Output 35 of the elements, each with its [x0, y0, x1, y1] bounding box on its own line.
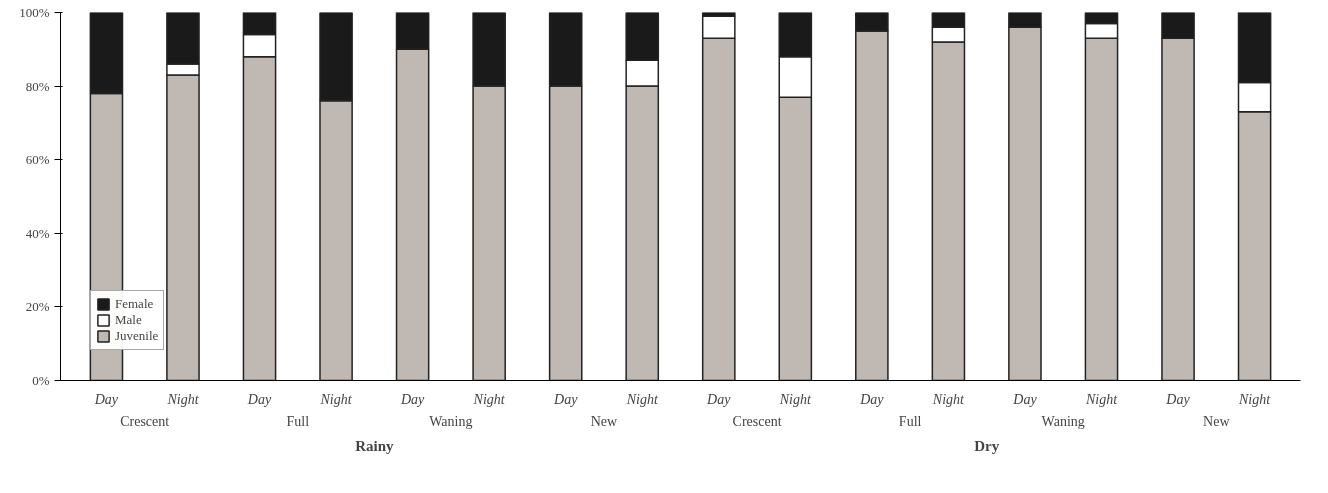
x-tick-label: Night — [319, 391, 353, 407]
legend-label: Juvenile — [115, 328, 159, 344]
x-tick-label: Night — [778, 391, 812, 407]
x-tick-label: Day — [1012, 391, 1038, 407]
y-tick-label: 40% — [25, 225, 50, 241]
text: Dry — [974, 438, 1000, 455]
x-tick-label: Night — [1238, 391, 1272, 407]
x-tick-label: Day — [706, 391, 732, 407]
x-tick-label: Night — [166, 391, 200, 407]
x-tick-label: Night — [472, 391, 506, 407]
text: New — [590, 414, 619, 430]
text: Waning — [1041, 414, 1085, 430]
text: Full — [898, 414, 922, 430]
x-tick-label: Day — [859, 391, 885, 407]
x-tick-label: Day — [553, 391, 579, 407]
text: Crescent — [732, 414, 782, 430]
text: Crescent — [120, 414, 170, 430]
legend-label: Male — [115, 312, 142, 328]
x-tick-label: Night — [625, 391, 659, 407]
x-tick-label: Day — [1165, 391, 1191, 407]
x-tick-label: Day — [93, 391, 119, 407]
x-tick-label: Day — [246, 391, 272, 407]
text: Full — [286, 414, 310, 430]
text: Waning — [429, 414, 473, 430]
x-tick-label: Night — [931, 391, 966, 407]
y-tick-label: 20% — [25, 299, 50, 315]
y-tick-label: 80% — [25, 78, 50, 94]
text: New — [1203, 414, 1231, 430]
y-tick-label: 100% — [19, 5, 50, 20]
y-tick-label: 60% — [25, 152, 50, 168]
y-tick-label: 0% — [32, 373, 50, 388]
text: Rainy — [355, 438, 394, 455]
legend-label: Female — [115, 296, 154, 312]
x-tick-label: Night — [1084, 391, 1119, 407]
x-tick-label: Day — [399, 391, 426, 407]
